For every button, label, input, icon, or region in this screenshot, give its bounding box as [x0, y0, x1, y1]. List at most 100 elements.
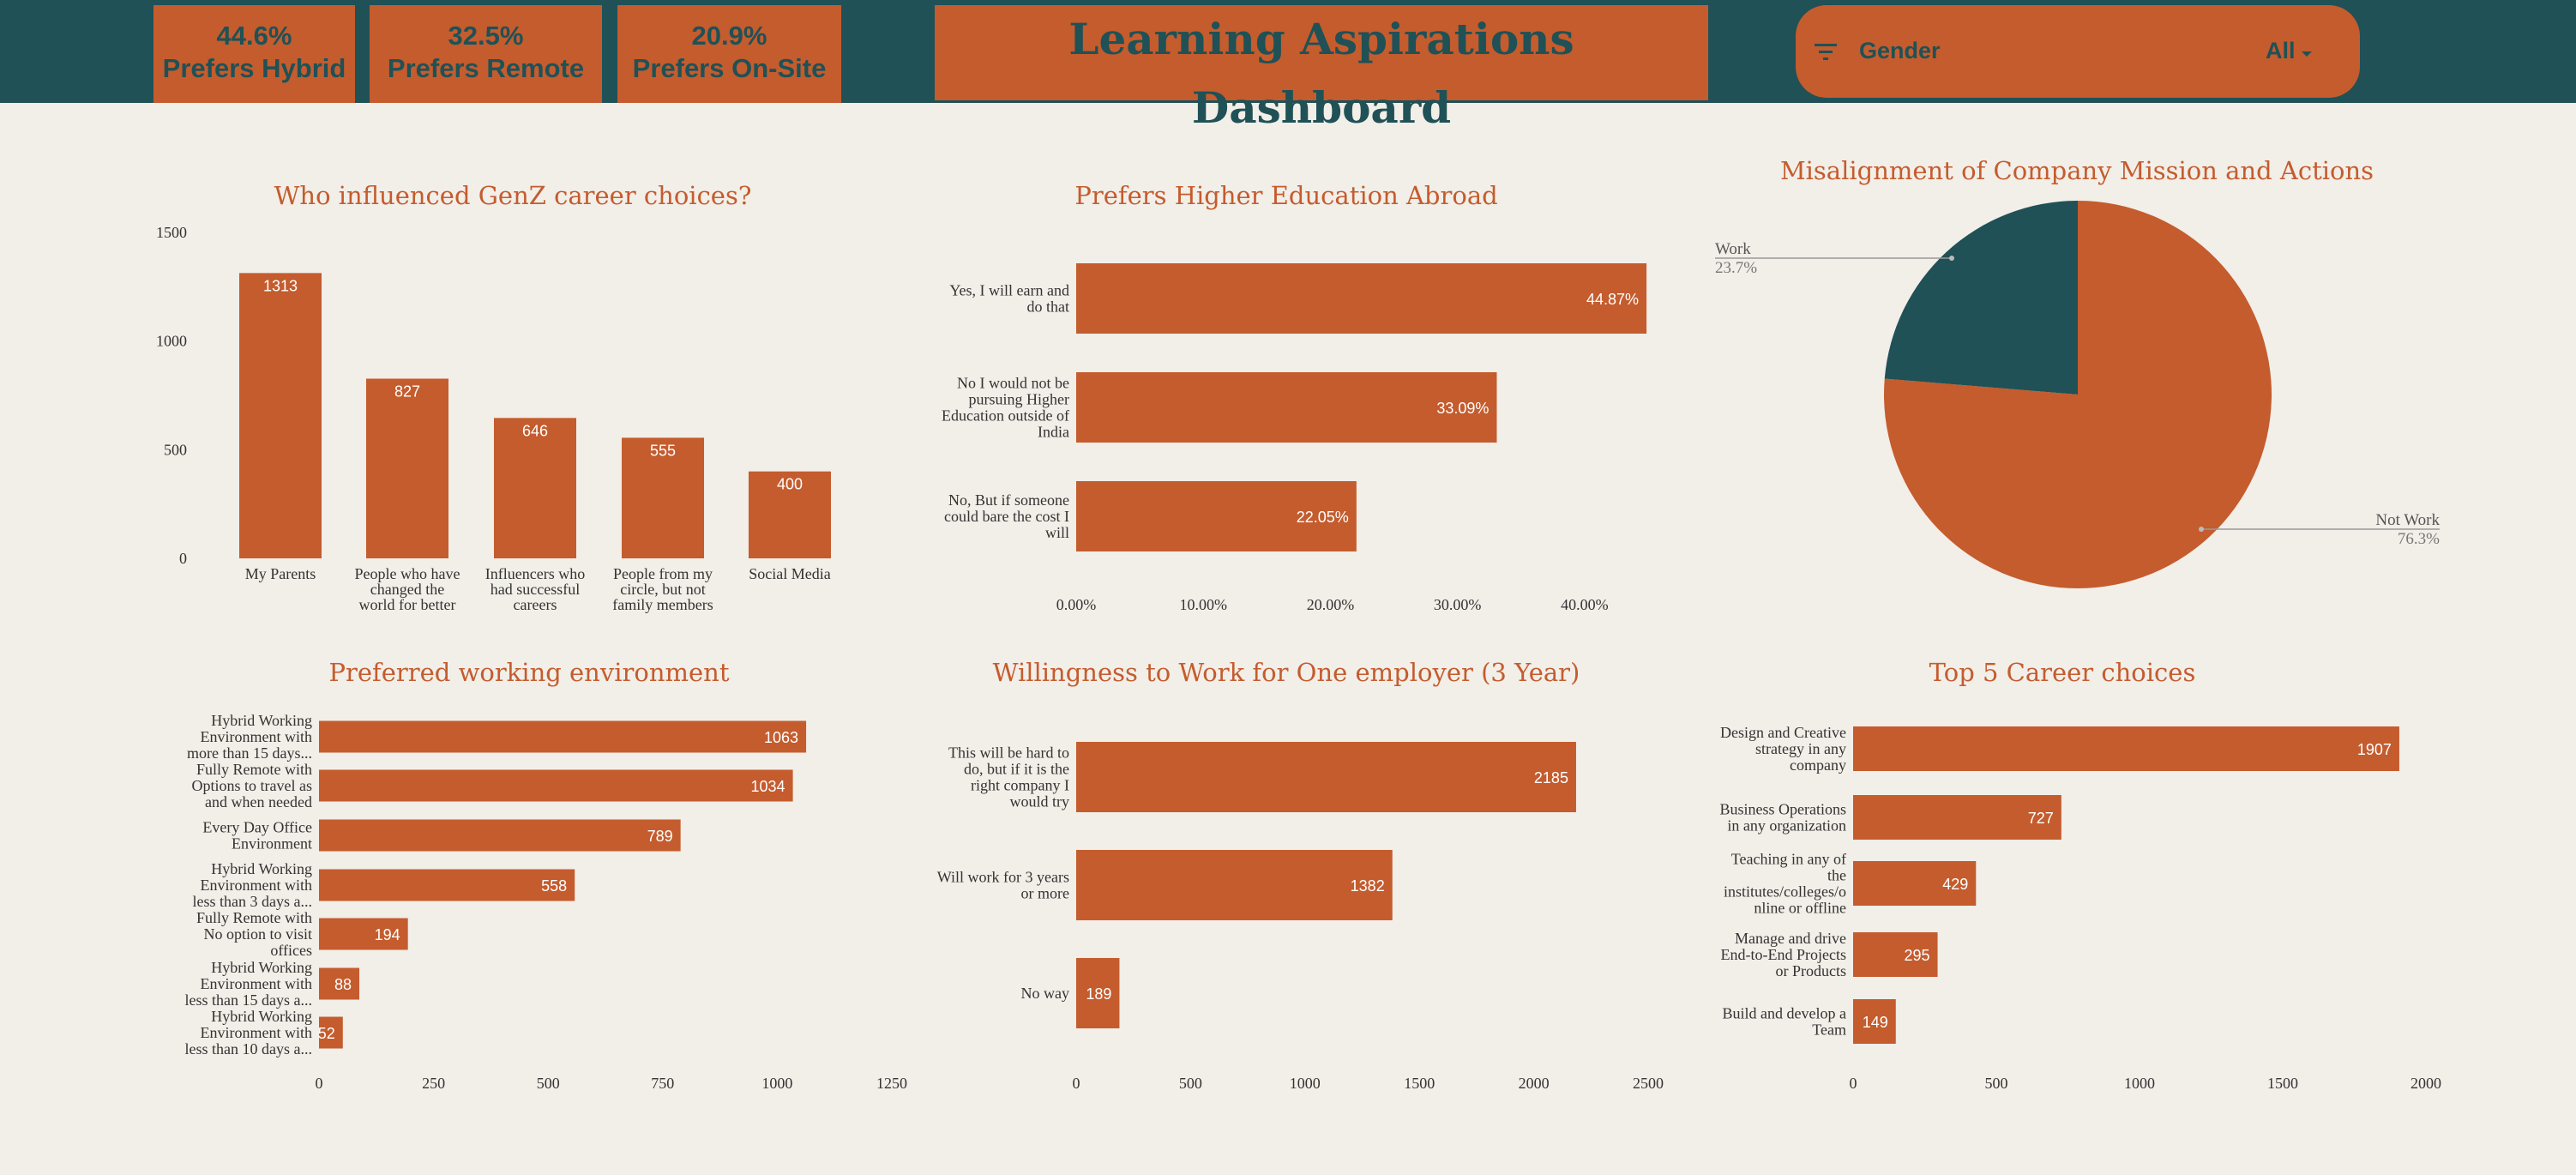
- bar-value-label: 1907: [2357, 741, 2392, 758]
- y-tick-label: 500: [164, 441, 187, 458]
- bar-2: [1076, 958, 1120, 1028]
- abroad-chart-title: Prefers Higher Education Abroad: [1074, 181, 1497, 210]
- x-tick-label: 1500: [1404, 1075, 1435, 1092]
- bar-3: [622, 437, 704, 558]
- bar-value-label: 827: [394, 383, 420, 400]
- bar-0: [239, 273, 322, 558]
- bar-2: [1076, 481, 1357, 551]
- bar-value-label: 88: [334, 976, 352, 993]
- bar-3: [1853, 932, 1938, 977]
- bar-value-label: 727: [2028, 810, 2054, 827]
- not-work-slice-label: Not Work: [2375, 511, 2440, 529]
- kpi-onsite-label: Prefers On-Site: [632, 53, 827, 83]
- bar-4: [319, 918, 408, 950]
- bar-0: [1076, 742, 1576, 812]
- x-tick-label: 0: [1850, 1075, 1857, 1092]
- kpi-remote-label: Prefers Remote: [387, 53, 585, 83]
- bar-value-label: 52: [318, 1025, 335, 1042]
- bar-2: [1853, 861, 1977, 906]
- x-tick-label: 2000: [2410, 1075, 2441, 1092]
- x-tick-label: 750: [651, 1075, 674, 1092]
- x-tick-label: 1000: [1290, 1075, 1321, 1092]
- not-work-leader-dot: [2199, 527, 2204, 532]
- x-tick-label: 500: [1179, 1075, 1202, 1092]
- bar-1: [1853, 795, 2061, 840]
- gender-filter-label: Gender: [1859, 38, 1941, 63]
- category-label: Fully Remote with Options to travel as and…: [192, 761, 312, 810]
- category-label: No way: [1021, 985, 1070, 1002]
- bar-4: [749, 471, 831, 558]
- kpi-onsite-value: 20.9%: [691, 21, 767, 51]
- bar-value-label: 194: [375, 926, 400, 943]
- bar-1: [366, 378, 448, 558]
- bar-value-label: 189: [1086, 985, 1111, 1003]
- influence-chart-title: Who influenced GenZ career choices?: [274, 181, 752, 210]
- bar-2: [494, 418, 576, 558]
- bar-1: [1076, 850, 1393, 920]
- misalignment-pie-chart: Misalignment of Company Mission and Acti…: [1715, 156, 2440, 589]
- category-label: Social Media: [749, 565, 830, 582]
- category-label: Every Day Office Environment: [202, 819, 312, 853]
- bar-value-label: 1382: [1351, 877, 1385, 895]
- x-tick-label: 0: [316, 1075, 323, 1092]
- bar-6: [319, 1016, 343, 1049]
- kpi-onsite-card: 20.9% Prefers On-Site: [617, 5, 841, 103]
- gender-filter-value[interactable]: All: [2266, 38, 2296, 63]
- bar-0: [1076, 263, 1647, 334]
- x-tick-label: 500: [1985, 1075, 2008, 1092]
- bar-value-label: 429: [1942, 876, 1968, 893]
- work-slice-label: Work: [1715, 240, 1751, 258]
- x-tick-label: 40.00%: [1561, 596, 1609, 613]
- employer-chart-title: Willingness to Work for One employer (3 …: [993, 658, 1580, 687]
- x-tick-label: 500: [537, 1075, 560, 1092]
- pie-slice-work: [1884, 201, 2078, 395]
- y-tick-label: 1500: [156, 224, 187, 241]
- bar-value-label: 646: [522, 422, 548, 439]
- bar-4: [1853, 999, 1896, 1044]
- bar-value-label: 33.09%: [1436, 400, 1489, 417]
- category-label: People from my circle, but not family memb…: [612, 565, 713, 613]
- bar-value-label: 295: [1904, 947, 1929, 964]
- bar-value-label: 44.87%: [1586, 291, 1639, 308]
- x-tick-label: 1000: [761, 1075, 792, 1092]
- category-label: My Parents: [245, 565, 316, 582]
- filter-icon: [1815, 44, 1837, 60]
- x-tick-label: 2000: [1519, 1075, 1550, 1092]
- abroad-bar-chart: Prefers Higher Education Abroad 0.00% 10.…: [942, 181, 1647, 613]
- y-tick-label: 1000: [156, 333, 187, 350]
- x-tick-label: 30.00%: [1434, 596, 1482, 613]
- kpi-hybrid-value: 44.6%: [216, 21, 292, 51]
- category-label: Hybrid Working Environment with less than …: [185, 1008, 312, 1058]
- x-tick-label: 0.00%: [1056, 596, 1097, 613]
- employer-bar-chart: Willingness to Work for One employer (3 …: [937, 658, 1664, 1092]
- x-tick-label: 1000: [2124, 1075, 2155, 1092]
- x-tick-label: 20.00%: [1307, 596, 1355, 613]
- careers-bar-chart: Top 5 Career choices 0 500 1000 1500 2000 190…: [1720, 658, 2442, 1092]
- category-label: Influencers who had successful careers: [485, 565, 585, 613]
- category-label: People who have changed the world for bett…: [355, 565, 460, 613]
- bar-3: [319, 869, 575, 901]
- bar-0: [1853, 726, 2399, 771]
- category-label: Business Operations in any organization: [1720, 801, 1847, 835]
- bar-1: [319, 769, 793, 802]
- x-tick-label: 1500: [2267, 1075, 2298, 1092]
- category-label: Manage and drive End-to-End Projects or Pr…: [1721, 930, 1846, 979]
- bar-value-label: 22.05%: [1297, 509, 1349, 526]
- chevron-down-icon[interactable]: [2302, 51, 2312, 57]
- dashboard-title: Learning Aspirations Dashboard: [1068, 14, 1574, 133]
- category-label: Yes, I will earn and do that: [949, 282, 1069, 316]
- gender-filter-control[interactable]: Gender All: [1796, 5, 2360, 98]
- bar-5: [319, 967, 360, 1000]
- bar-value-label: 555: [650, 442, 676, 459]
- category-label: Teaching in any of the institutes/colleges…: [1724, 851, 1846, 917]
- bar-value-label: 1063: [764, 729, 798, 746]
- bar-value-label: 789: [647, 828, 673, 845]
- category-label: Hybrid Working Environment with more than …: [187, 712, 312, 762]
- work-leader-dot: [1949, 256, 1954, 261]
- bar-value-label: 400: [777, 476, 803, 493]
- bar-0: [319, 720, 807, 753]
- misalignment-chart-title: Misalignment of Company Mission and Acti…: [1780, 156, 2374, 185]
- kpi-hybrid-label: Prefers Hybrid: [162, 53, 346, 83]
- environment-chart-title: Preferred working environment: [328, 658, 729, 687]
